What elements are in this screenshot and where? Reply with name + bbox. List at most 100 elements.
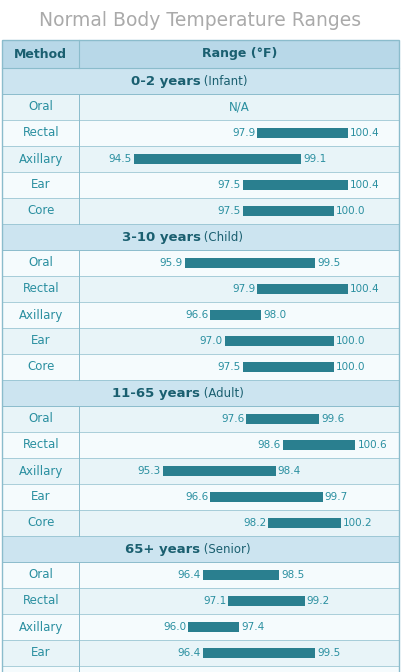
Text: (Child): (Child) (200, 230, 243, 243)
Text: 95.9: 95.9 (160, 258, 183, 268)
Text: 99.5: 99.5 (318, 648, 341, 658)
Text: 97.6: 97.6 (221, 414, 245, 424)
Text: Oral: Oral (28, 257, 53, 269)
Text: 97.5: 97.5 (218, 180, 241, 190)
Bar (2, 562, 399, 588)
Text: 96.6: 96.6 (185, 492, 208, 502)
Text: 100.2: 100.2 (343, 518, 373, 528)
Text: Ear: Ear (31, 335, 51, 347)
Text: 11-65 years: 11-65 years (113, 386, 200, 399)
Text: 96.4: 96.4 (178, 648, 201, 658)
Text: 99.6: 99.6 (321, 414, 344, 424)
Bar (203, 570, 279, 581)
Text: 98.5: 98.5 (281, 570, 304, 580)
Bar (243, 179, 348, 190)
Bar (2, 94, 399, 120)
Text: Axillary: Axillary (18, 620, 63, 634)
Text: 97.4: 97.4 (241, 622, 264, 632)
Bar (203, 648, 316, 659)
Text: 96.0: 96.0 (163, 622, 186, 632)
Bar (2, 354, 399, 380)
Text: Rectal: Rectal (22, 595, 59, 607)
Text: 98.2: 98.2 (243, 518, 266, 528)
Bar (243, 206, 334, 216)
Text: Core: Core (27, 204, 55, 218)
Bar (2, 484, 399, 510)
Bar (257, 128, 348, 138)
Bar (228, 595, 305, 606)
Text: 94.5: 94.5 (109, 154, 132, 164)
Bar (257, 284, 348, 294)
Text: Oral: Oral (28, 101, 53, 114)
Bar (2, 588, 399, 614)
Bar (210, 491, 323, 503)
Text: Oral: Oral (28, 569, 53, 581)
Text: N/A: N/A (229, 101, 249, 114)
Text: Rectal: Rectal (22, 126, 59, 140)
Text: 100.6: 100.6 (357, 440, 387, 450)
Text: 99.1: 99.1 (303, 154, 326, 164)
Text: 100.4: 100.4 (350, 180, 380, 190)
Text: (Senior): (Senior) (200, 542, 251, 556)
Bar (283, 439, 355, 450)
Text: Ear: Ear (31, 491, 51, 503)
Text: 97.9: 97.9 (232, 284, 255, 294)
Text: Normal Body Temperature Ranges: Normal Body Temperature Ranges (39, 11, 362, 30)
Text: Method: Method (14, 48, 67, 60)
Bar (2, 614, 399, 640)
Bar (225, 335, 334, 347)
Text: 100.0: 100.0 (336, 362, 365, 372)
Text: 0-2 years: 0-2 years (131, 75, 200, 87)
Bar (2, 198, 399, 224)
Text: 97.9: 97.9 (232, 128, 255, 138)
Bar (2, 276, 399, 302)
Text: Axillary: Axillary (18, 464, 63, 478)
Bar (2, 120, 399, 146)
Text: 3-10 years: 3-10 years (122, 230, 200, 243)
Text: Axillary: Axillary (18, 153, 63, 165)
Text: Rectal: Rectal (22, 282, 59, 296)
Text: Ear: Ear (31, 646, 51, 659)
Text: 97.5: 97.5 (218, 206, 241, 216)
Bar (2, 666, 399, 672)
Text: (Adult): (Adult) (200, 386, 244, 399)
Bar (2, 328, 399, 354)
Text: 100.4: 100.4 (350, 128, 380, 138)
Bar (210, 310, 261, 321)
Text: 100.0: 100.0 (336, 206, 365, 216)
Bar (2, 250, 399, 276)
Bar (2, 40, 399, 68)
Text: 99.2: 99.2 (307, 596, 330, 606)
Text: 95.3: 95.3 (138, 466, 161, 476)
Bar (2, 406, 399, 432)
Text: Rectal: Rectal (22, 439, 59, 452)
Text: 97.5: 97.5 (218, 362, 241, 372)
Text: 97.1: 97.1 (203, 596, 226, 606)
Bar (185, 257, 316, 268)
Text: Ear: Ear (31, 179, 51, 192)
Text: Oral: Oral (28, 413, 53, 425)
Text: Range (°F): Range (°F) (202, 48, 277, 60)
Bar (2, 432, 399, 458)
Bar (2, 146, 399, 172)
Bar (2, 172, 399, 198)
Bar (2, 68, 399, 94)
Text: 100.4: 100.4 (350, 284, 380, 294)
Text: 98.6: 98.6 (257, 440, 281, 450)
Bar (188, 622, 239, 632)
Text: 97.0: 97.0 (200, 336, 223, 346)
Text: Axillary: Axillary (18, 308, 63, 321)
Bar (243, 362, 334, 372)
Text: 99.5: 99.5 (318, 258, 341, 268)
Text: 96.4: 96.4 (178, 570, 201, 580)
Text: 100.0: 100.0 (336, 336, 365, 346)
Bar (2, 224, 399, 250)
Text: Core: Core (27, 517, 55, 530)
Text: 96.6: 96.6 (185, 310, 208, 320)
Bar (2, 302, 399, 328)
Text: 99.7: 99.7 (325, 492, 348, 502)
Bar (163, 466, 275, 476)
Text: 98.4: 98.4 (277, 466, 301, 476)
Text: (Infant): (Infant) (200, 75, 248, 87)
Bar (2, 510, 399, 536)
